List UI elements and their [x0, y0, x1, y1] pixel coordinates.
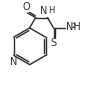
- Text: H: H: [48, 6, 55, 15]
- Text: O: O: [23, 2, 31, 12]
- Text: S: S: [50, 38, 57, 49]
- Text: N: N: [10, 57, 17, 67]
- Text: NH: NH: [66, 22, 81, 32]
- Text: 2: 2: [72, 23, 76, 29]
- Text: N: N: [40, 6, 48, 16]
